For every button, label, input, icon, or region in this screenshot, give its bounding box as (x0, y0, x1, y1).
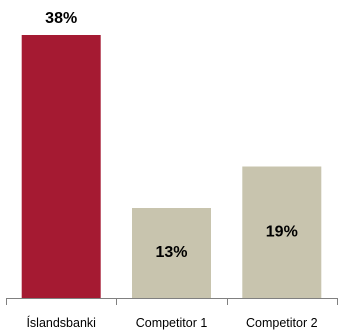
data-label-competitor-2: 19% (266, 223, 298, 240)
bar-competitor-1 (132, 208, 211, 298)
bars-group (21, 35, 322, 298)
bar-islandsbanki (21, 35, 101, 298)
data-labels-group: 38% 13% 19% (45, 10, 298, 261)
category-label-competitor-2: Competitor 2 (246, 316, 318, 330)
x-axis (6, 298, 338, 305)
category-label-competitor-1: Competitor 1 (136, 316, 208, 330)
category-labels-group: Íslandsbanki Competitor 1 Competitor 2 (26, 315, 317, 330)
data-label-competitor-1: 13% (155, 244, 187, 261)
category-label-islandsbanki: Íslandsbanki (26, 315, 96, 330)
bar-competitor-2 (242, 166, 322, 298)
data-label-islandsbanki: 38% (45, 10, 77, 27)
